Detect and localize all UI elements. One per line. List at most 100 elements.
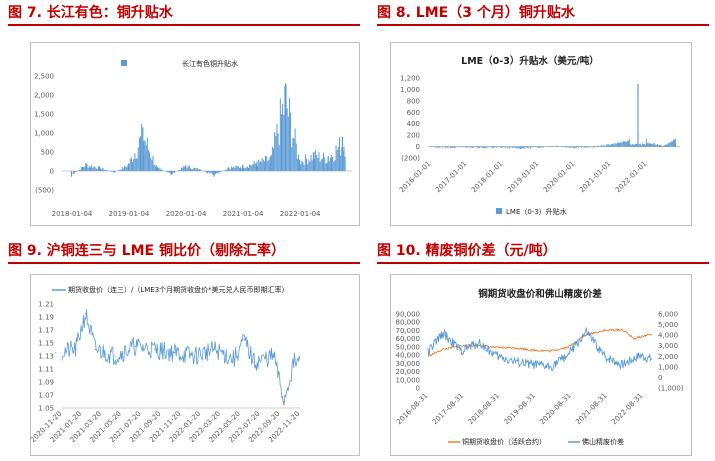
chart9-point-10: [233, 358, 235, 360]
chart10-right-ytick-0: 6,000: [658, 311, 678, 319]
chart7-ytick-1: 2,000: [34, 92, 54, 100]
chart8-ytick-7: (200): [401, 155, 420, 163]
chart10-xtick-4: 2020-08-31: [538, 392, 572, 426]
chart7-ytick-3: 1,000: [34, 130, 54, 138]
chart8-xtick-2: 2018-01-01: [470, 160, 504, 194]
chart10-right-ytick-4: 2,000: [658, 353, 678, 361]
chart7-ytick-6: (500): [35, 187, 54, 195]
chart8-xtick-6: 2022-01-01: [614, 160, 648, 194]
title-rule-10: [377, 262, 709, 264]
title-rule-9: [8, 262, 360, 264]
chart9-point-6: [154, 348, 156, 351]
chart10-xtick-3: 2019-08-31: [503, 392, 537, 426]
chart7-xtick-4: 2022-01-04: [280, 210, 321, 218]
chart9-ytick-8: 1.05: [38, 405, 54, 413]
chart8-ytick-0: 1,200: [400, 75, 420, 83]
chart8-xtick-4: 2020-01-01: [542, 160, 576, 194]
title-rule-8: [377, 24, 709, 26]
chart10-left-ytick-9: 0: [416, 385, 420, 393]
chart9-ytick-6: 1.09: [38, 379, 54, 387]
chart9-point-15: [293, 361, 295, 364]
chart-frame-9: [30, 274, 360, 456]
chart8-ytick-3: 600: [407, 109, 420, 117]
chart10-right-ytick-2: 4,000: [658, 332, 678, 340]
chart10-legend-0: 铜期货收盘价（活跃合约）: [462, 437, 546, 446]
chart9-ytick-2: 1.17: [38, 327, 54, 335]
chart7-ytick-2: 1,500: [34, 111, 54, 119]
chart7-ytick-0: 2,500: [34, 73, 54, 81]
chart8-ytick-1: 1,000: [400, 86, 420, 94]
chart10-left-ytick-6: 30,000: [396, 360, 421, 368]
chart9-ytick-3: 1.15: [38, 340, 54, 348]
chart7-ytick-4: 500: [41, 149, 54, 157]
chart10-xtick-0: 2016-08-31: [395, 392, 429, 426]
chart8-legend: LME（0-3）升贴水: [506, 207, 567, 216]
chart10-xtick-6: 2022-08-31: [610, 392, 644, 426]
chart10-left-ytick-7: 20,000: [396, 368, 421, 376]
chart10-right-ytick-7: (1,000): [658, 385, 684, 393]
chart9-point-9: [213, 348, 216, 351]
chart7-ytick-5: 0: [50, 168, 54, 176]
chart9-point-7: [174, 352, 176, 354]
chart9-ytick-4: 1.13: [38, 353, 54, 361]
chart9-point-3: [94, 348, 97, 351]
chart9-point-2: [84, 313, 87, 315]
chart9-point-0: [55, 352, 57, 354]
chart9-point-11: [243, 339, 245, 341]
chart9-ytick-5: 1.11: [38, 366, 54, 374]
chart8-xtick-0: 2016-01-01: [398, 160, 432, 194]
panel-title-7: 图 7. 长江有色：铜升贴水: [8, 5, 173, 21]
chart10-left-ytick-4: 50,000: [396, 343, 421, 351]
chart8-xtick-5: 2021-01-01: [578, 160, 612, 194]
chart10-title: 铜期货收盘价和佛山精废价差: [478, 288, 602, 300]
chart9-legend: 期货收盘价（连三）/（LME3个月期货收盘价*美元兑人民币即期汇率）: [68, 285, 289, 294]
title-rule-7: [8, 24, 360, 26]
chart10-left-ytick-8: 10,000: [396, 376, 421, 384]
chart9-series-line: [61, 309, 301, 406]
panel-title-9: 图 9. 沪铜连三与 LME 铜比价（剔除汇率）: [8, 243, 285, 259]
chart9-point-1: [75, 348, 77, 351]
chart10-right-ytick-6: 0: [658, 374, 662, 382]
chart10-left-ytick-3: 60,000: [396, 335, 421, 343]
panel-title-8: 图 8. LME（3 个月）铜升贴水: [377, 5, 575, 21]
chart7-xtick-1: 2019-01-04: [109, 210, 150, 218]
chart10-xtick-5: 2021-08-31: [574, 392, 608, 426]
chart9-point-13: [273, 355, 275, 357]
chart8-ytick-4: 400: [407, 120, 420, 128]
chart8-legend-swatch: [496, 208, 502, 214]
chart10-right-ytick-5: 1,000: [658, 363, 678, 371]
chart9-point-12: [253, 361, 255, 364]
chart-frame-7: [30, 42, 360, 226]
chart9-point-14: [283, 400, 285, 403]
chart10-left-ytick-0: 90,000: [396, 311, 421, 319]
chart10-legend-1: 佛山精废价差: [582, 437, 624, 446]
chart9-ytick-1: 1.19: [38, 314, 54, 322]
chart7-xtick-3: 2021-01-04: [223, 210, 264, 218]
chart10-xtick-1: 2017-08-31: [431, 392, 465, 426]
chart10-left-ytick-1: 80,000: [396, 319, 421, 327]
chart9-point-5: [134, 345, 136, 347]
chart-frame-10: [390, 274, 692, 456]
chart8-ytick-6: 0: [416, 143, 420, 151]
chart10-series-1: [427, 327, 653, 372]
chart8-xtick-1: 2017-01-01: [434, 160, 468, 194]
chart7-xtick-0: 2018-01-04: [52, 210, 93, 218]
chart-frame-8: [390, 42, 692, 226]
chart7-xtick-2: 2020-01-04: [166, 210, 207, 218]
panel-title-10: 图 10. 精废铜价差（元/吨）: [377, 243, 557, 259]
chart7-legend-swatch: [121, 60, 127, 66]
chart9-ytick-0: 1.21: [38, 301, 54, 309]
chart10-right-ytick-3: 3,000: [658, 342, 678, 350]
chart9-point-4: [114, 355, 116, 357]
chart9-point-8: [194, 355, 196, 357]
chart8-ytick-2: 800: [407, 97, 420, 105]
chart10-xtick-2: 2018-08-31: [467, 392, 501, 426]
chart8-xtick-3: 2019-01-01: [506, 160, 540, 194]
chart8-ytick-5: 200: [407, 132, 420, 140]
chart10-left-ytick-2: 70,000: [396, 327, 421, 335]
chart7-legend: 长江有色铜升贴水: [182, 59, 238, 68]
chart9-ytick-7: 1.07: [38, 392, 54, 400]
chart10-right-ytick-1: 5,000: [658, 321, 678, 329]
chart8-title: LME（0-3）升贴水（美元/吨）: [461, 55, 599, 67]
